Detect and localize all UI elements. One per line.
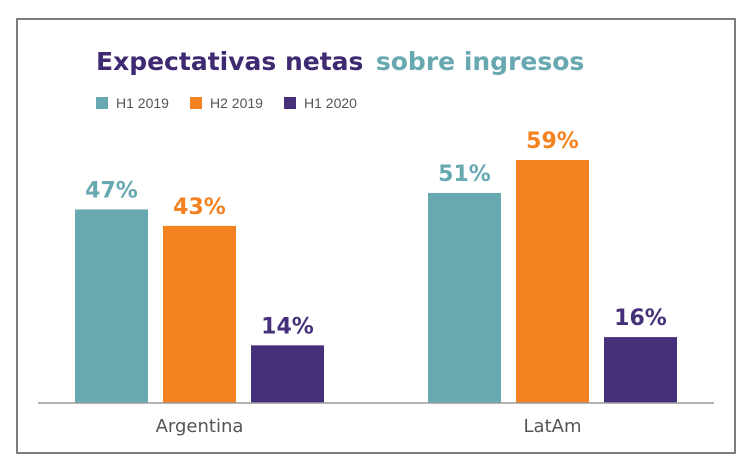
- chart-title-part-1: Expectativas netas: [96, 47, 363, 76]
- bars-group: [75, 160, 677, 403]
- value-labels-group: 47% 43% 14% 51% 59% 16%: [85, 129, 667, 339]
- chart-title: Expectativas netas sobre ingresos: [96, 47, 584, 76]
- legend-label-3: H1 2020: [304, 95, 357, 111]
- legend-swatch-1: [96, 97, 108, 109]
- legend-label-2: H2 2019: [210, 95, 263, 111]
- value-label-argentina-2: 43%: [173, 195, 226, 220]
- bar-latam-1: [428, 192, 501, 403]
- bar-argentina-2: [163, 225, 236, 403]
- bar-argentina-1: [75, 209, 148, 403]
- bar-latam-3: [604, 337, 677, 403]
- value-label-latam-2: 59%: [526, 129, 579, 154]
- value-label-argentina-1: 47%: [85, 178, 138, 203]
- legend: H1 2019 H2 2019 H1 2020: [96, 95, 357, 111]
- legend-label-1: H1 2019: [116, 95, 169, 111]
- value-label-latam-3: 16%: [614, 306, 667, 331]
- legend-swatch-3: [284, 97, 296, 109]
- value-label-latam-1: 51%: [438, 162, 491, 187]
- category-labels-group: Argentina LatAm: [156, 416, 582, 437]
- value-label-argentina-3: 14%: [261, 314, 314, 339]
- bar-argentina-3: [251, 345, 324, 403]
- category-label-latam: LatAm: [524, 416, 582, 437]
- chart-title-part-2: sobre ingresos: [376, 47, 584, 76]
- legend-swatch-2: [190, 97, 202, 109]
- bar-latam-2: [516, 160, 589, 403]
- category-label-argentina: Argentina: [156, 416, 244, 437]
